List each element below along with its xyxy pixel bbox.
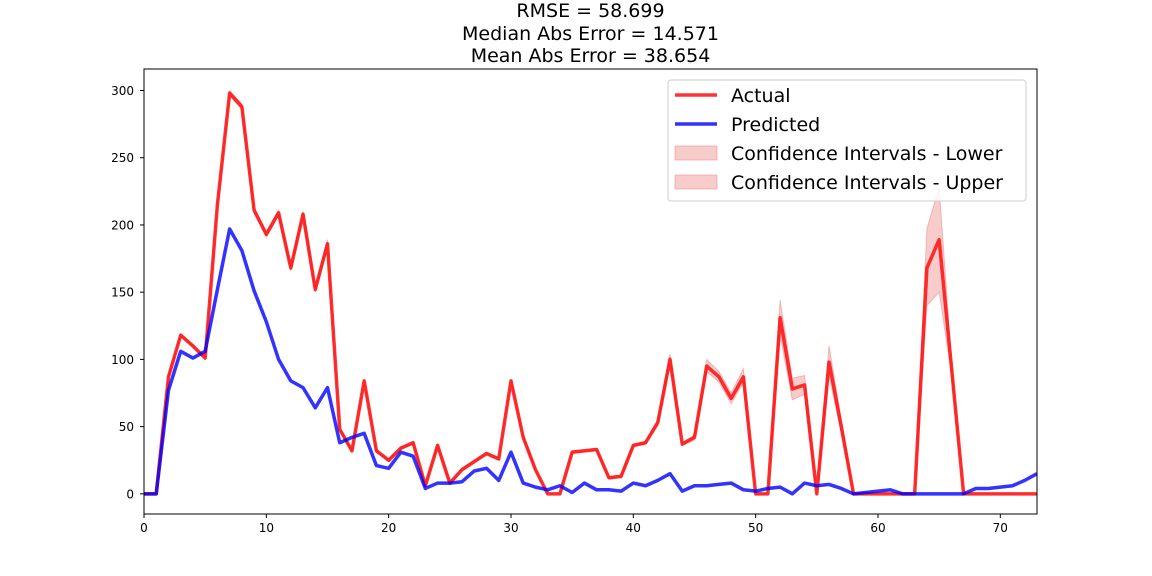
legend-label: Confidence Intervals - Upper [731,172,1003,194]
y-axis: 0 50 100 150 200 250 300 [111,84,144,501]
x-tick-label: 60 [870,521,885,535]
title-line-median-abs-error: Median Abs Error = 14.571 [462,22,719,45]
plot-frame [143,68,1038,515]
y-tick-label: 250 [111,151,134,165]
y-tick-label: 150 [111,286,134,300]
legend-label: Predicted [731,114,820,136]
series-line-actual [144,91,1037,496]
legend-label: Actual [731,85,791,107]
y-tick-label: 200 [111,218,134,232]
legend-swatch-patch [674,174,718,190]
legend-label: Confidence Intervals - Lower [731,143,1003,165]
title-line-mean-abs-error: Mean Abs Error = 38.654 [470,45,711,67]
title-line-rmse: RMSE = 58.699 [516,0,665,22]
y-tick-label: 100 [111,353,134,367]
x-tick-label: 20 [381,521,396,535]
series-lines [144,91,1038,496]
y-tick-label: 50 [119,420,134,434]
y-tick-label: 300 [111,84,134,98]
x-tick-label: 40 [626,521,641,535]
legend-frame [667,79,1027,202]
x-tick-label: 70 [993,521,1008,535]
chart-title: RMSE = 58.699 Median Abs Error = 14.571 … [144,0,1037,68]
x-tick-label: 0 [140,521,148,535]
x-tick-label: 30 [503,521,518,535]
x-tick-label: 10 [259,521,274,535]
legend: Actual Predicted Confidence Intervals - Lo… [667,79,1027,202]
x-axis: 0 10 20 30 40 50 60 70 [140,514,1008,535]
legend-swatch-patch [674,145,718,161]
y-tick-label: 0 [126,487,134,501]
series-line-predicted [144,227,1038,496]
x-tick-label: 50 [748,521,763,535]
